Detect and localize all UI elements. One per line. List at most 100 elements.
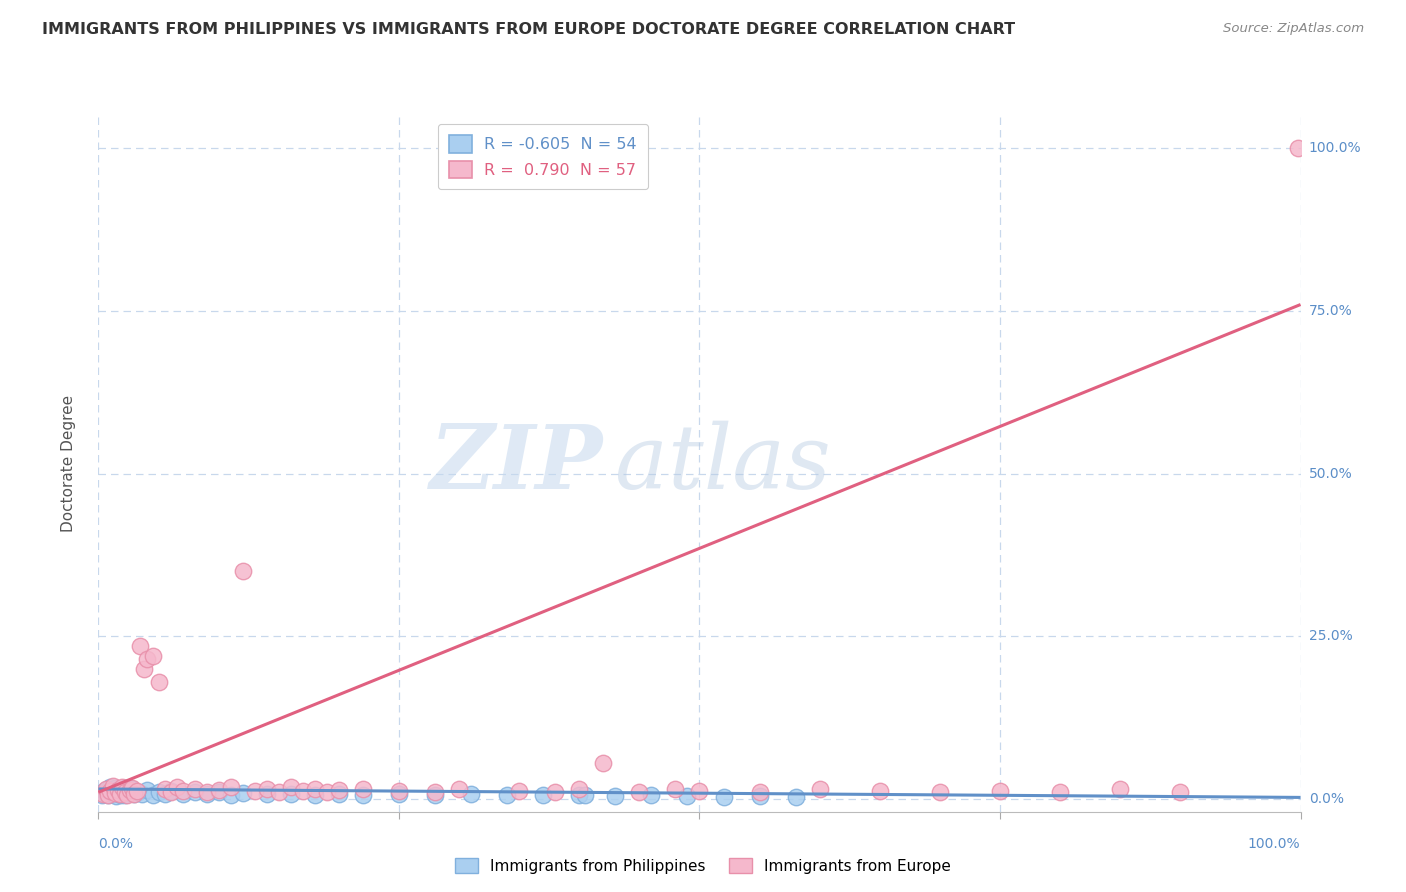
Point: [1109, 781, 1132, 796]
Point: [640, 789, 662, 803]
Point: [267, 785, 290, 799]
Point: [97, 788, 120, 802]
Text: 100.0%: 100.0%: [1249, 837, 1301, 851]
Point: [328, 783, 350, 797]
Point: [423, 788, 446, 802]
Text: 100.0%: 100.0%: [1309, 142, 1361, 155]
Point: [98, 785, 121, 799]
Point: [713, 789, 735, 804]
Text: IMMIGRANTS FROM PHILIPPINES VS IMMIGRANTS FROM EUROPE DOCTORATE DEGREE CORRELATI: IMMIGRANTS FROM PHILIPPINES VS IMMIGRANT…: [42, 22, 1015, 37]
Point: [1286, 141, 1309, 155]
Point: [114, 784, 136, 798]
Point: [121, 780, 143, 795]
Point: [195, 785, 218, 799]
Point: [135, 652, 157, 666]
Point: [124, 787, 146, 801]
Point: [928, 785, 950, 799]
Point: [118, 783, 141, 797]
Point: [531, 788, 554, 802]
Point: [605, 789, 627, 804]
Point: [153, 787, 176, 801]
Point: [108, 787, 131, 801]
Point: [108, 782, 131, 797]
Y-axis label: Doctorate Degree: Doctorate Degree: [60, 395, 76, 533]
Point: [352, 781, 374, 796]
Point: [219, 788, 242, 802]
Point: [104, 786, 127, 800]
Point: [232, 564, 254, 578]
Point: [496, 789, 519, 803]
Point: [132, 662, 155, 676]
Point: [628, 785, 651, 799]
Point: [148, 785, 170, 799]
Point: [125, 784, 148, 798]
Point: [574, 789, 596, 803]
Point: [208, 783, 231, 797]
Point: [159, 785, 181, 799]
Point: [688, 784, 710, 798]
Point: [988, 784, 1011, 798]
Point: [183, 785, 205, 799]
Point: [101, 779, 124, 793]
Point: [352, 789, 374, 803]
Point: [280, 787, 302, 801]
Point: [256, 787, 278, 801]
Point: [423, 785, 446, 799]
Point: [328, 787, 350, 801]
Point: [141, 648, 163, 663]
Point: [664, 781, 686, 796]
Point: [117, 784, 139, 798]
Point: [208, 784, 231, 798]
Point: [748, 789, 770, 804]
Point: [447, 781, 470, 796]
Text: 75.0%: 75.0%: [1309, 304, 1353, 318]
Point: [110, 788, 132, 802]
Point: [108, 787, 131, 801]
Text: ZIP: ZIP: [430, 421, 603, 507]
Point: [304, 781, 326, 796]
Point: [243, 784, 266, 798]
Point: [104, 781, 127, 796]
Point: [232, 786, 254, 800]
Point: [111, 780, 134, 794]
Point: [101, 783, 124, 797]
Legend: Immigrants from Philippines, Immigrants from Europe: Immigrants from Philippines, Immigrants …: [449, 852, 957, 880]
Point: [808, 781, 831, 796]
Point: [568, 781, 591, 796]
Point: [127, 784, 149, 798]
Point: [388, 784, 411, 798]
Point: [96, 781, 118, 796]
Point: [114, 789, 136, 803]
Point: [107, 784, 129, 798]
Text: 25.0%: 25.0%: [1309, 629, 1353, 643]
Point: [592, 756, 614, 770]
Point: [153, 781, 176, 796]
Point: [112, 780, 135, 795]
Point: [195, 787, 218, 801]
Point: [94, 781, 117, 796]
Point: [869, 784, 891, 798]
Point: [676, 789, 699, 804]
Point: [141, 788, 163, 802]
Point: [100, 787, 122, 801]
Point: [256, 781, 278, 796]
Point: [568, 789, 591, 803]
Point: [100, 780, 122, 794]
Point: [172, 784, 194, 798]
Point: [460, 787, 482, 801]
Point: [100, 784, 122, 798]
Point: [172, 787, 194, 801]
Point: [508, 784, 530, 798]
Point: [135, 783, 157, 797]
Point: [304, 788, 326, 802]
Point: [121, 781, 143, 796]
Point: [129, 639, 152, 653]
Point: [785, 789, 807, 804]
Point: [111, 785, 134, 799]
Point: [105, 789, 128, 804]
Legend: R = -0.605  N = 54, R =  0.790  N = 57: R = -0.605 N = 54, R = 0.790 N = 57: [439, 124, 648, 189]
Point: [159, 784, 181, 798]
Point: [219, 780, 242, 794]
Point: [93, 784, 115, 798]
Point: [280, 780, 302, 794]
